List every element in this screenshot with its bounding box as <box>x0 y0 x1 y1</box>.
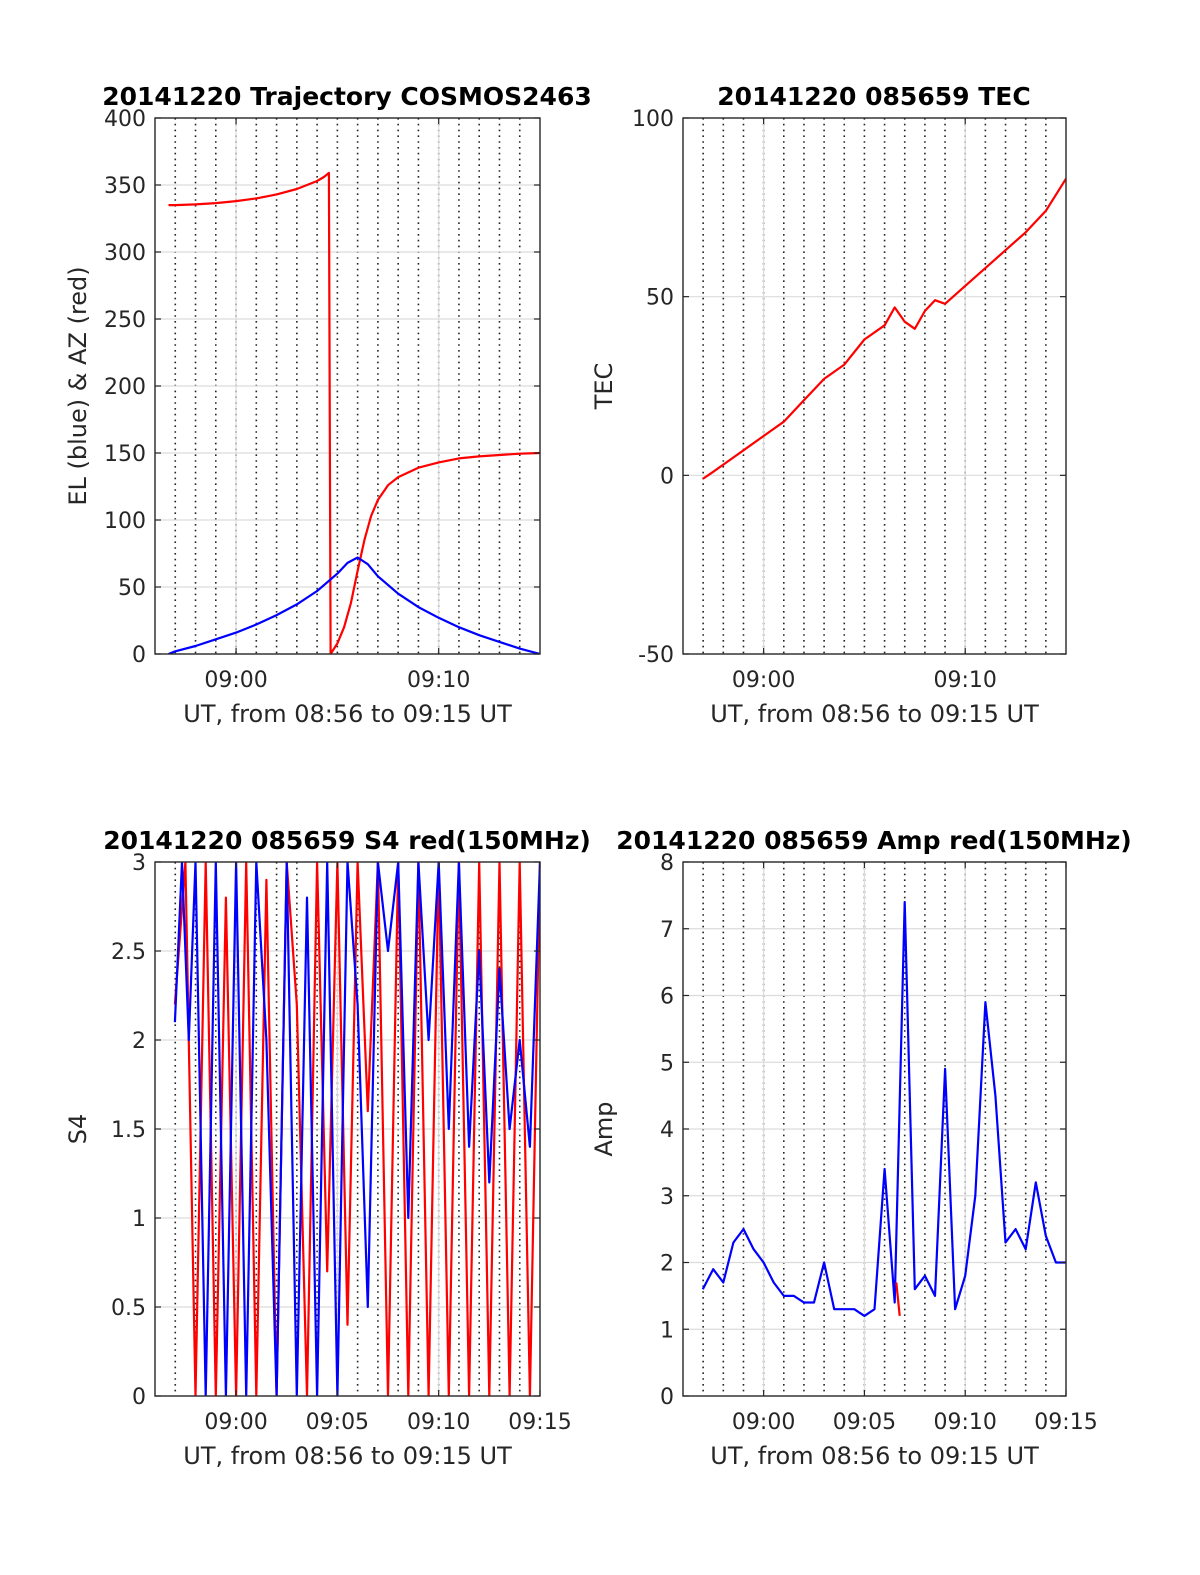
chart-title: 20141220 085659 S4 red(150MHz) <box>103 826 591 855</box>
y-tick-label: 5 <box>660 1051 674 1076</box>
series-line-2 <box>168 556 540 654</box>
y-tick-label: 6 <box>660 985 674 1010</box>
y-tick-label: 0 <box>132 1385 146 1410</box>
y-tick-label: 300 <box>104 241 146 266</box>
y-tick-label: 2.5 <box>111 940 146 965</box>
y-tick-label: 100 <box>104 509 146 534</box>
x-axis-label: UT, from 08:56 to 09:15 UT <box>183 1442 512 1470</box>
y-tick-label: 0 <box>132 643 146 668</box>
x-tick-label: 09:00 <box>204 668 267 693</box>
y-tick-label: 0.5 <box>111 1296 146 1321</box>
y-tick-label: 400 <box>104 107 146 132</box>
y-tick-label: 0 <box>660 464 674 489</box>
plot-area <box>683 118 1066 654</box>
x-axis-label: UT, from 08:56 to 09:15 UT <box>710 700 1039 728</box>
y-tick-label: 50 <box>646 286 674 311</box>
y-tick-label: 150 <box>104 442 146 467</box>
y-axis-label: S4 <box>64 1114 92 1145</box>
y-axis-label: Amp <box>590 1101 618 1156</box>
y-tick-label: 350 <box>104 174 146 199</box>
y-axis-label: TEC <box>590 363 618 411</box>
series-line-1 <box>701 900 1066 1318</box>
x-tick-label: 09:10 <box>407 668 470 693</box>
y-tick-label: 250 <box>104 308 146 333</box>
x-tick-label: 09:00 <box>732 668 795 693</box>
x-tick-label: 09:00 <box>204 1410 267 1435</box>
chart-tec: -50 0 50 100 09:00 09:10 20141220 085659 TEC UT… <box>590 82 1067 728</box>
y-tick-label: 1 <box>132 1207 146 1232</box>
x-tick-label: 09:10 <box>407 1410 470 1435</box>
x-tick-label: 09:15 <box>508 1410 571 1435</box>
y-tick-label: 3 <box>660 1185 674 1210</box>
y-tick-label: 200 <box>104 375 146 400</box>
y-tick-label: 1 <box>660 1318 674 1343</box>
x-tick-label: 09:10 <box>934 1410 997 1435</box>
y-tick-label: 2 <box>660 1252 674 1277</box>
chart-title: 20141220 085659 TEC <box>717 82 1030 111</box>
series-group <box>173 862 540 1396</box>
x-tick-label: 09:05 <box>306 1410 369 1435</box>
series-line-2 <box>173 862 540 1396</box>
chart-amp: 0 1 2 3 4 5 6 7 8 09:00 09:05 09:10 09:15 20141220 08… <box>590 826 1132 1470</box>
y-tick-label: 100 <box>632 107 674 132</box>
series-line-1 <box>168 171 540 654</box>
y-tick-label: 8 <box>660 851 674 876</box>
x-axis-label: UT, from 08:56 to 09:15 UT <box>183 700 512 728</box>
chart-trajectory: 0 50 100 150 200 250 300 350 400 09:00 09:10 201412… <box>64 82 592 728</box>
chart-title: 20141220 085659 Amp red(150MHz) <box>616 826 1132 855</box>
y-axis-label: EL (blue) & AZ (red) <box>64 266 92 505</box>
series-line-2 <box>895 1282 901 1317</box>
series-group <box>702 178 1066 480</box>
x-tick-label: 09:10 <box>934 668 997 693</box>
y-tick-label: 4 <box>660 1118 674 1143</box>
y-tick-label: 7 <box>660 918 674 943</box>
series-group <box>701 900 1066 1318</box>
axes-frame <box>682 117 1067 655</box>
y-tick-label: 0 <box>660 1385 674 1410</box>
y-tick-label: -50 <box>638 643 674 668</box>
x-tick-label: 09:00 <box>732 1410 795 1435</box>
series-line-1 <box>702 178 1066 480</box>
chart-s4: 0 0.5 1 1.5 2 2.5 3 09:00 09:05 09:10 09:15 2014122… <box>64 826 591 1470</box>
y-tick-label: 3 <box>132 851 146 876</box>
x-tick-label: 09:15 <box>1034 1410 1097 1435</box>
y-tick-label: 2 <box>132 1029 146 1054</box>
x-axis-label: UT, from 08:56 to 09:15 UT <box>710 1442 1039 1470</box>
chart-title: 20141220 Trajectory COSMOS2463 <box>102 82 592 111</box>
y-tick-label: 50 <box>118 576 146 601</box>
series-group <box>168 171 540 654</box>
x-tick-label: 09:05 <box>833 1410 896 1435</box>
y-tick-label: 1.5 <box>111 1118 146 1143</box>
